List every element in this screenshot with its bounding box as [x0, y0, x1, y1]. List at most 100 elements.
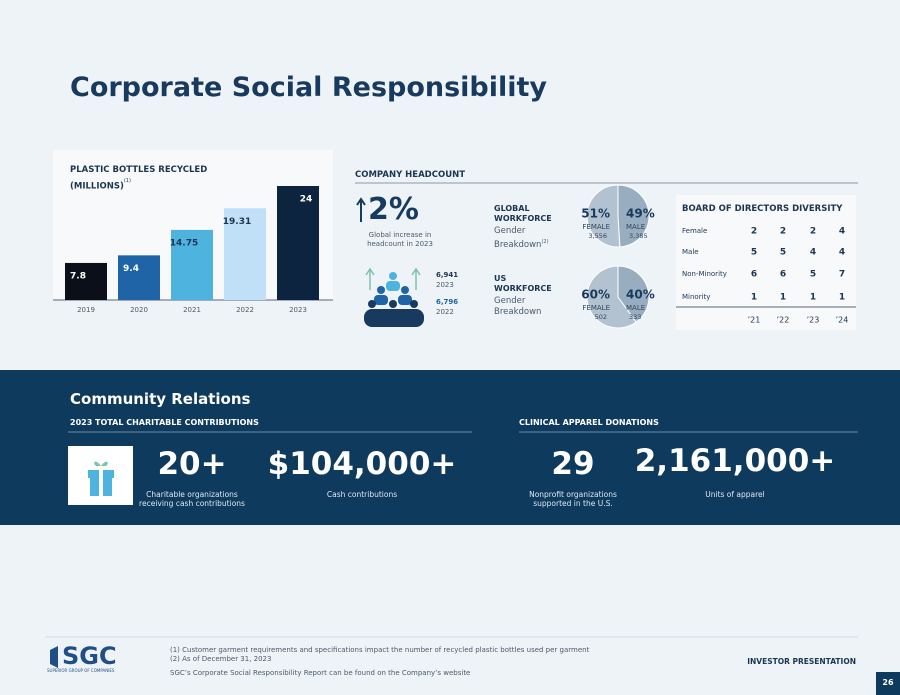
count-value: 6,796	[436, 298, 459, 306]
row-label: Male	[682, 248, 699, 256]
stat-value: $104,000+	[267, 446, 457, 482]
row-label: Non-Minority	[682, 270, 727, 278]
growth-value: 2%	[368, 192, 419, 227]
pie-slice	[586, 184, 621, 248]
caption-line: supported in the U.S.	[533, 499, 613, 508]
stat-caption: Units of apparel	[705, 490, 765, 499]
bar	[224, 208, 266, 300]
stat-caption: Charitable organizations receiving cash c…	[139, 490, 245, 508]
stat-caption: Nonprofit organizations supported in the …	[529, 490, 617, 508]
table-cell: 6	[780, 270, 786, 280]
caption-line: Charitable organizations	[146, 490, 238, 499]
table-cell: 4	[810, 248, 816, 258]
pie-count: 333	[629, 313, 641, 321]
row-label: Female	[682, 227, 707, 235]
growth-caption: Global increase in	[368, 231, 432, 239]
table-cell: 1	[810, 293, 816, 303]
pie-category: MALE	[626, 304, 645, 312]
pie-category: FEMALE	[582, 304, 610, 312]
stat-value: 29	[551, 446, 595, 482]
pie-subtitle: Gender Breakdown	[494, 226, 542, 250]
table-cell: 1	[780, 293, 786, 303]
logo: SGC	[62, 642, 117, 670]
value-label: 19.31	[223, 217, 251, 227]
count-value: 6,941	[436, 271, 459, 279]
count-year: 2022	[436, 308, 454, 316]
x-tick-label: 2019	[77, 306, 95, 314]
pie-count: 3,385	[629, 232, 648, 240]
column-header: ’23	[807, 316, 820, 325]
footnote: (2) As of December 31, 2023	[170, 655, 272, 663]
value-label: 14.75	[170, 238, 198, 248]
pie-subtitle-wrap: Gender Breakdown(2)	[494, 226, 564, 251]
pie-count: 502	[595, 313, 607, 321]
growth-caption: headcount in 2023	[367, 240, 433, 248]
section-heading: COMPANY HEADCOUNT	[355, 170, 466, 180]
chart-title: PLASTIC BOTTLES RECYCLED (MILLIONS)	[70, 165, 208, 192]
pie-slice	[617, 265, 650, 323]
section-heading: 2023 TOTAL CHARITABLE CONTRIBUTIONS	[70, 418, 259, 427]
table-cell: 1	[839, 293, 845, 303]
table-cell: 4	[839, 227, 845, 237]
section-heading: CLINICAL APPAREL DONATIONS	[519, 418, 659, 427]
footer-label: INVESTOR PRESENTATION	[747, 657, 856, 666]
value-label: 9.4	[123, 264, 139, 274]
page-badge	[876, 672, 900, 695]
stat-value: 20+	[157, 446, 227, 482]
footnote-ref: (1)	[123, 178, 131, 184]
community-band	[0, 370, 900, 525]
logo-tagline: SUPERIOR GROUP OF COMPANIES	[47, 668, 115, 673]
chart-title-wrap: PLASTIC BOTTLES RECYCLED (MILLIONS)(1)	[70, 161, 230, 192]
table-cell: 7	[839, 270, 845, 280]
table-cell: 2	[751, 227, 757, 237]
footnote: (1) Customer garment requirements and sp…	[170, 646, 590, 654]
bar	[171, 229, 213, 300]
gift-icon	[88, 461, 114, 496]
pie-title: US WORKFORCE	[494, 274, 552, 293]
bar	[118, 255, 160, 300]
column-header: ’24	[836, 316, 849, 325]
x-tick-label: 2021	[183, 306, 201, 314]
pie-title: GLOBAL WORKFORCE	[494, 204, 552, 223]
slide-title: Corporate Social Responsibility	[70, 72, 548, 103]
pie-slice	[617, 184, 650, 248]
section-title: Community Relations	[70, 390, 251, 408]
pie-category: MALE	[626, 223, 645, 231]
pie-count: 3,556	[588, 232, 607, 240]
stat-caption: Cash contributions	[326, 490, 398, 499]
value-label: 24	[300, 195, 313, 205]
value-label: 7.8	[70, 271, 86, 281]
column-header: ’22	[777, 316, 790, 325]
people-icon	[364, 267, 424, 327]
table-cell: 6	[751, 270, 757, 280]
table-cell: 2	[780, 227, 786, 237]
pie-slice	[586, 265, 637, 329]
x-tick-label: 2020	[130, 306, 148, 314]
caption-line: Nonprofit organizations	[529, 490, 617, 499]
stat-value: 2,161,000+	[634, 443, 836, 479]
pie-category: FEMALE	[582, 223, 610, 231]
bar	[65, 262, 107, 300]
table-cell: 5	[810, 270, 816, 280]
column-header: ’21	[748, 316, 761, 325]
table-title: BOARD OF DIRECTORS DIVERSITY	[682, 204, 843, 214]
table-cell: 5	[780, 248, 786, 258]
pie-value-label: 60%	[581, 288, 610, 302]
count-year: 2023	[436, 281, 454, 289]
pie-value-label: 51%	[581, 207, 610, 221]
x-tick-label: 2023	[289, 306, 307, 314]
table-panel	[676, 195, 856, 330]
pie-value-label: 49%	[626, 207, 655, 221]
table-cell: 2	[810, 227, 816, 237]
page-number: 26	[882, 678, 894, 687]
website-note: SGC’s Corporate Social Responsibility Re…	[170, 669, 471, 677]
table-cell: 4	[839, 248, 845, 258]
row-label: Minority	[682, 293, 710, 301]
up-arrow	[356, 197, 366, 222]
pie-value-label: 40%	[626, 288, 655, 302]
table-cell: 5	[751, 248, 757, 258]
table-cell: 1	[751, 293, 757, 303]
x-tick-label: 2022	[236, 306, 254, 314]
